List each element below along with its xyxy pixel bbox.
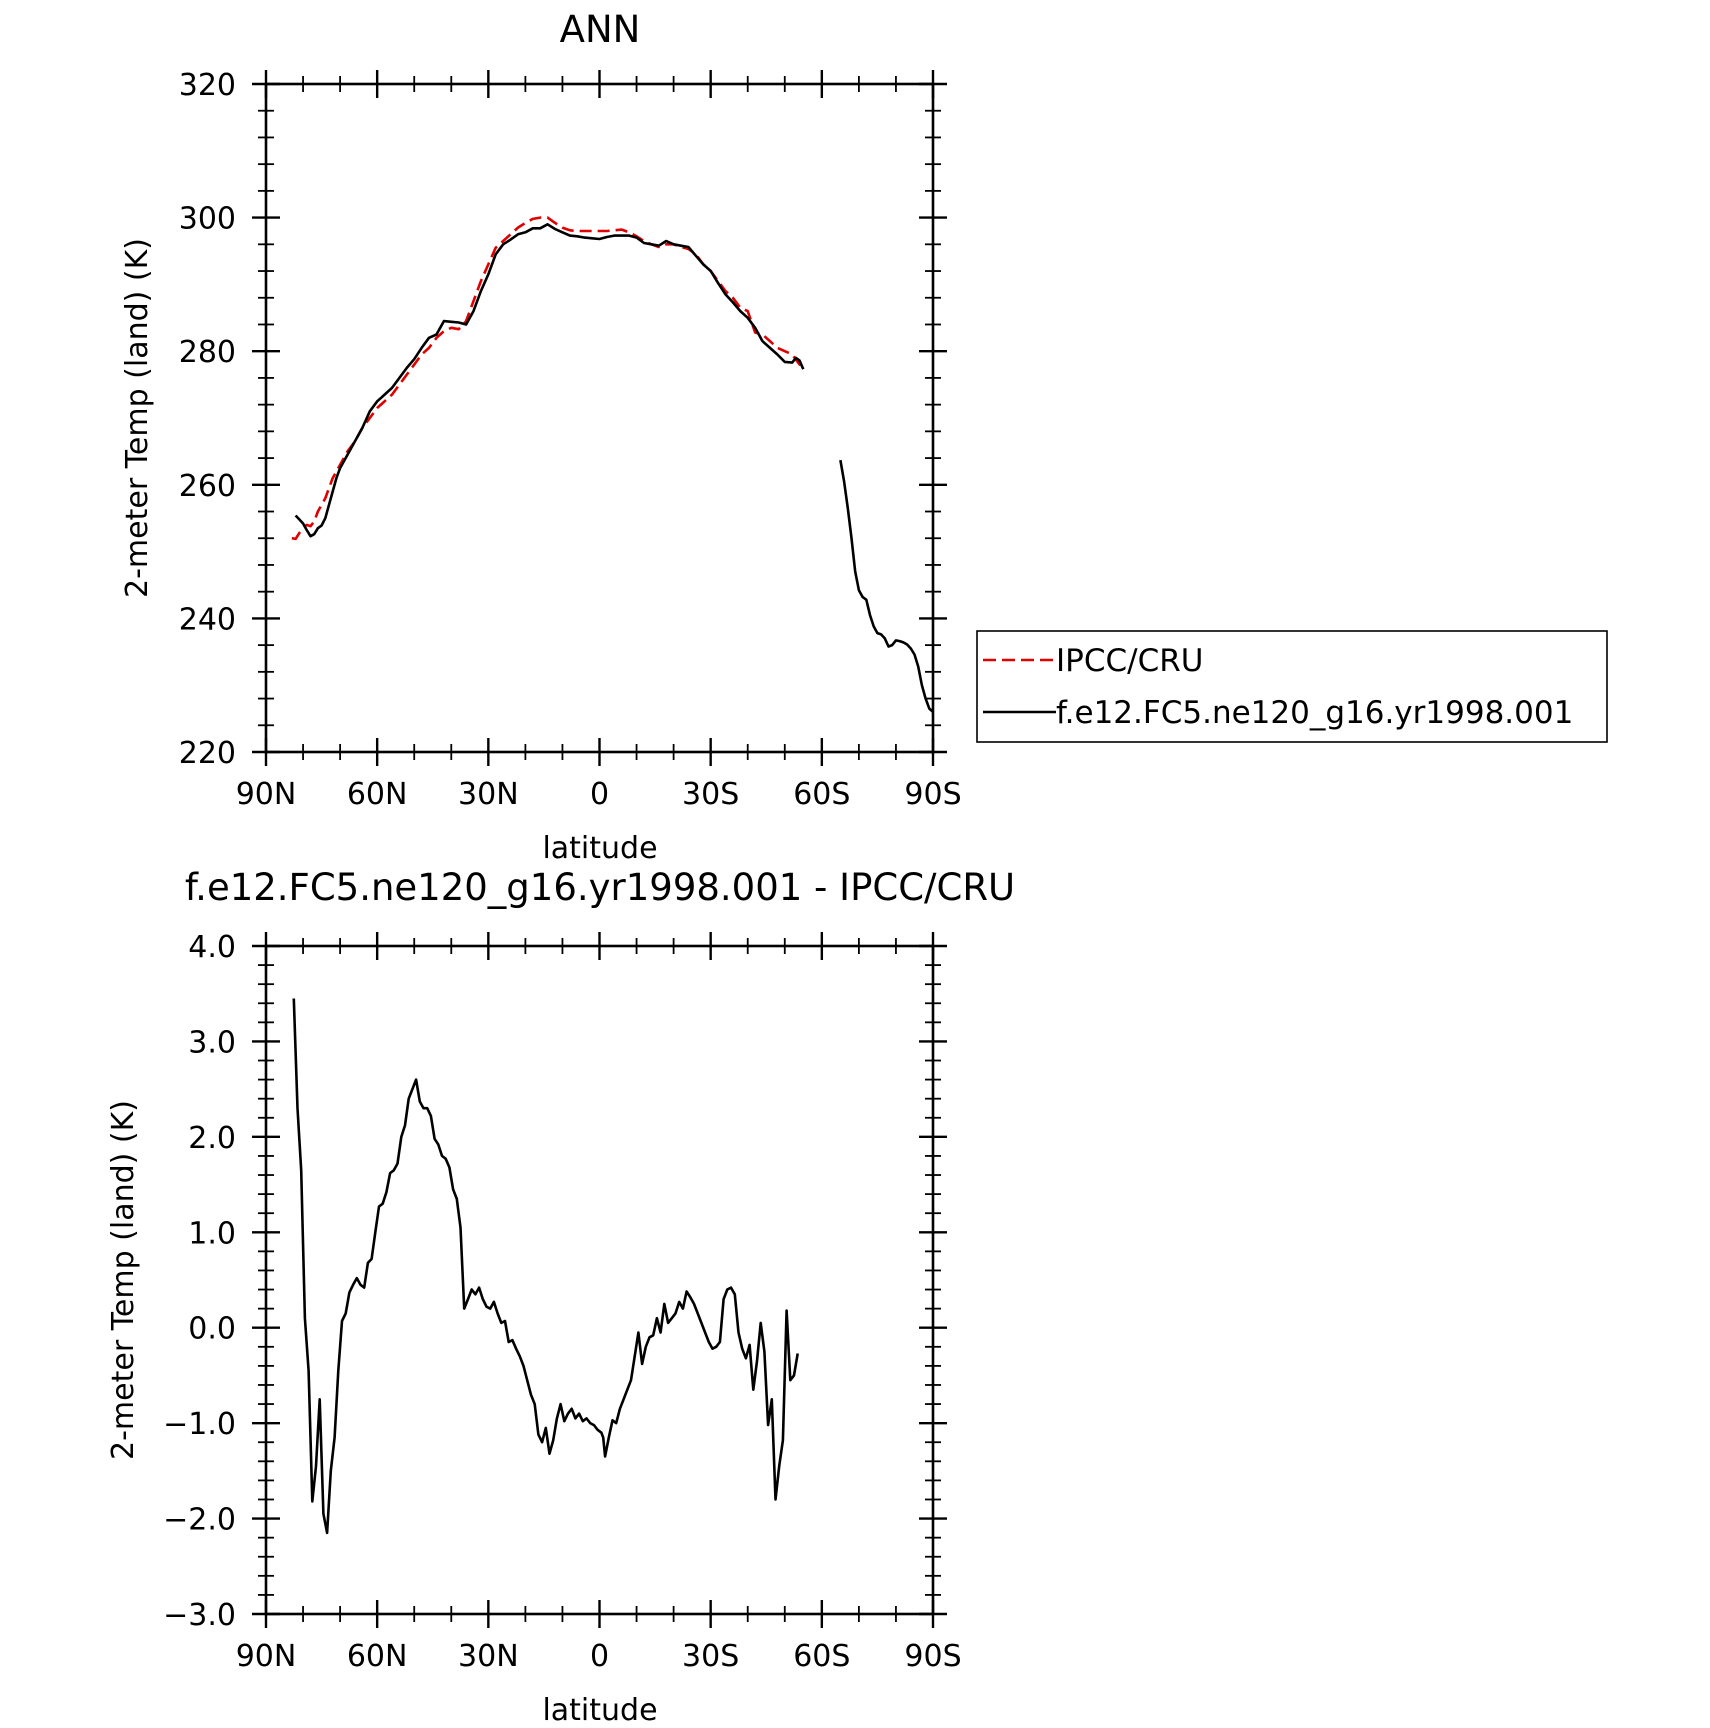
panel-top-line-f-e12-fc5-ne120-g16-yr1998-001-segment-1	[839, 459, 934, 713]
y-tick-label: 240	[179, 602, 236, 637]
panel-top-x-axis-label: latitude	[542, 831, 657, 866]
x-tick-label: 60N	[347, 777, 408, 812]
y-tick-label: 1.0	[188, 1216, 236, 1251]
y-tick-label: 4.0	[188, 930, 236, 965]
legend-box	[976, 630, 1608, 743]
panel-bottom-y-axis-label: 2-meter Temp (land) (K)	[106, 1100, 141, 1460]
y-tick-label: 0.0	[188, 1312, 236, 1347]
y-tick-label: 3.0	[188, 1025, 236, 1060]
panel-top-series-group	[291, 216, 934, 713]
legend: IPCC/CRU f.e12.FC5.ne120_g16.yr1998.001	[976, 630, 1608, 743]
legend-item-ipcc-cru: IPCC/CRU	[983, 643, 1203, 679]
legend-item-model: f.e12.FC5.ne120_g16.yr1998.001	[983, 695, 1573, 731]
panel-bottom-x-axis-label: latitude	[542, 1693, 657, 1723]
x-tick-label: 30N	[458, 1639, 519, 1674]
panel-bottom-series-group	[292, 998, 799, 1535]
panel-bottom-title: f.e12.FC5.ne120_g16.yr1998.001 - IPCC/CR…	[185, 866, 1015, 909]
panel-top-plot-frame	[264, 82, 935, 754]
y-tick-label: −1.0	[163, 1407, 236, 1442]
panel-bottom-line-series-0-segment-0	[292, 998, 799, 1535]
panel-top-line-ipcc-cru-segment-0	[291, 216, 804, 541]
y-tick-label: 320	[179, 68, 236, 103]
x-tick-label: 60N	[347, 1639, 408, 1674]
panel-top-chart: ANN 90N 60N 30N 0 30S 60S 90S 220 240 260 280 300 32…	[120, 8, 962, 866]
legend-label-model: f.e12.FC5.ne120_g16.yr1998.001	[1056, 695, 1573, 731]
x-tick-label: 90S	[904, 777, 961, 812]
y-tick-label: 260	[179, 469, 236, 504]
legend-label-ipcc-cru: IPCC/CRU	[1056, 643, 1203, 679]
x-tick-label: 90S	[904, 1639, 961, 1674]
panel-bottom-plot-frame	[264, 944, 935, 1616]
panel-bottom-chart: f.e12.FC5.ne120_g16.yr1998.001 - IPCC/CR…	[106, 866, 1015, 1728]
x-tick-label: 90N	[236, 1639, 297, 1674]
x-tick-label: 60S	[793, 777, 850, 812]
panel-top-title: ANN	[560, 8, 641, 51]
y-tick-label: −3.0	[163, 1598, 236, 1633]
y-tick-label: 280	[179, 335, 236, 370]
panel-top-axes: 90N 60N 30N 0 30S 60S 90S 220 240 260 280 300 320	[179, 68, 962, 812]
y-tick-label: −2.0	[163, 1503, 236, 1538]
x-tick-label: 30S	[682, 777, 739, 812]
x-tick-label: 0	[590, 1639, 609, 1674]
panel-top-line-f-e12-fc5-ne120-g16-yr1998-001-segment-0	[294, 223, 805, 538]
panel-bottom-axes: 90N 60N 30N 0 30S 60S 90S −3.0 −2.0 −1.0 0.0 1.0 2.0…	[163, 930, 961, 1674]
x-tick-label: 60S	[793, 1639, 850, 1674]
x-tick-label: 0	[590, 777, 609, 812]
y-tick-label: 220	[179, 736, 236, 771]
y-tick-label: 2.0	[188, 1121, 236, 1156]
panel-top-y-axis-label: 2-meter Temp (land) (K)	[120, 238, 155, 598]
x-tick-label: 90N	[236, 777, 297, 812]
x-tick-label: 30S	[682, 1639, 739, 1674]
y-tick-label: 300	[179, 202, 236, 237]
x-tick-label: 30N	[458, 777, 519, 812]
